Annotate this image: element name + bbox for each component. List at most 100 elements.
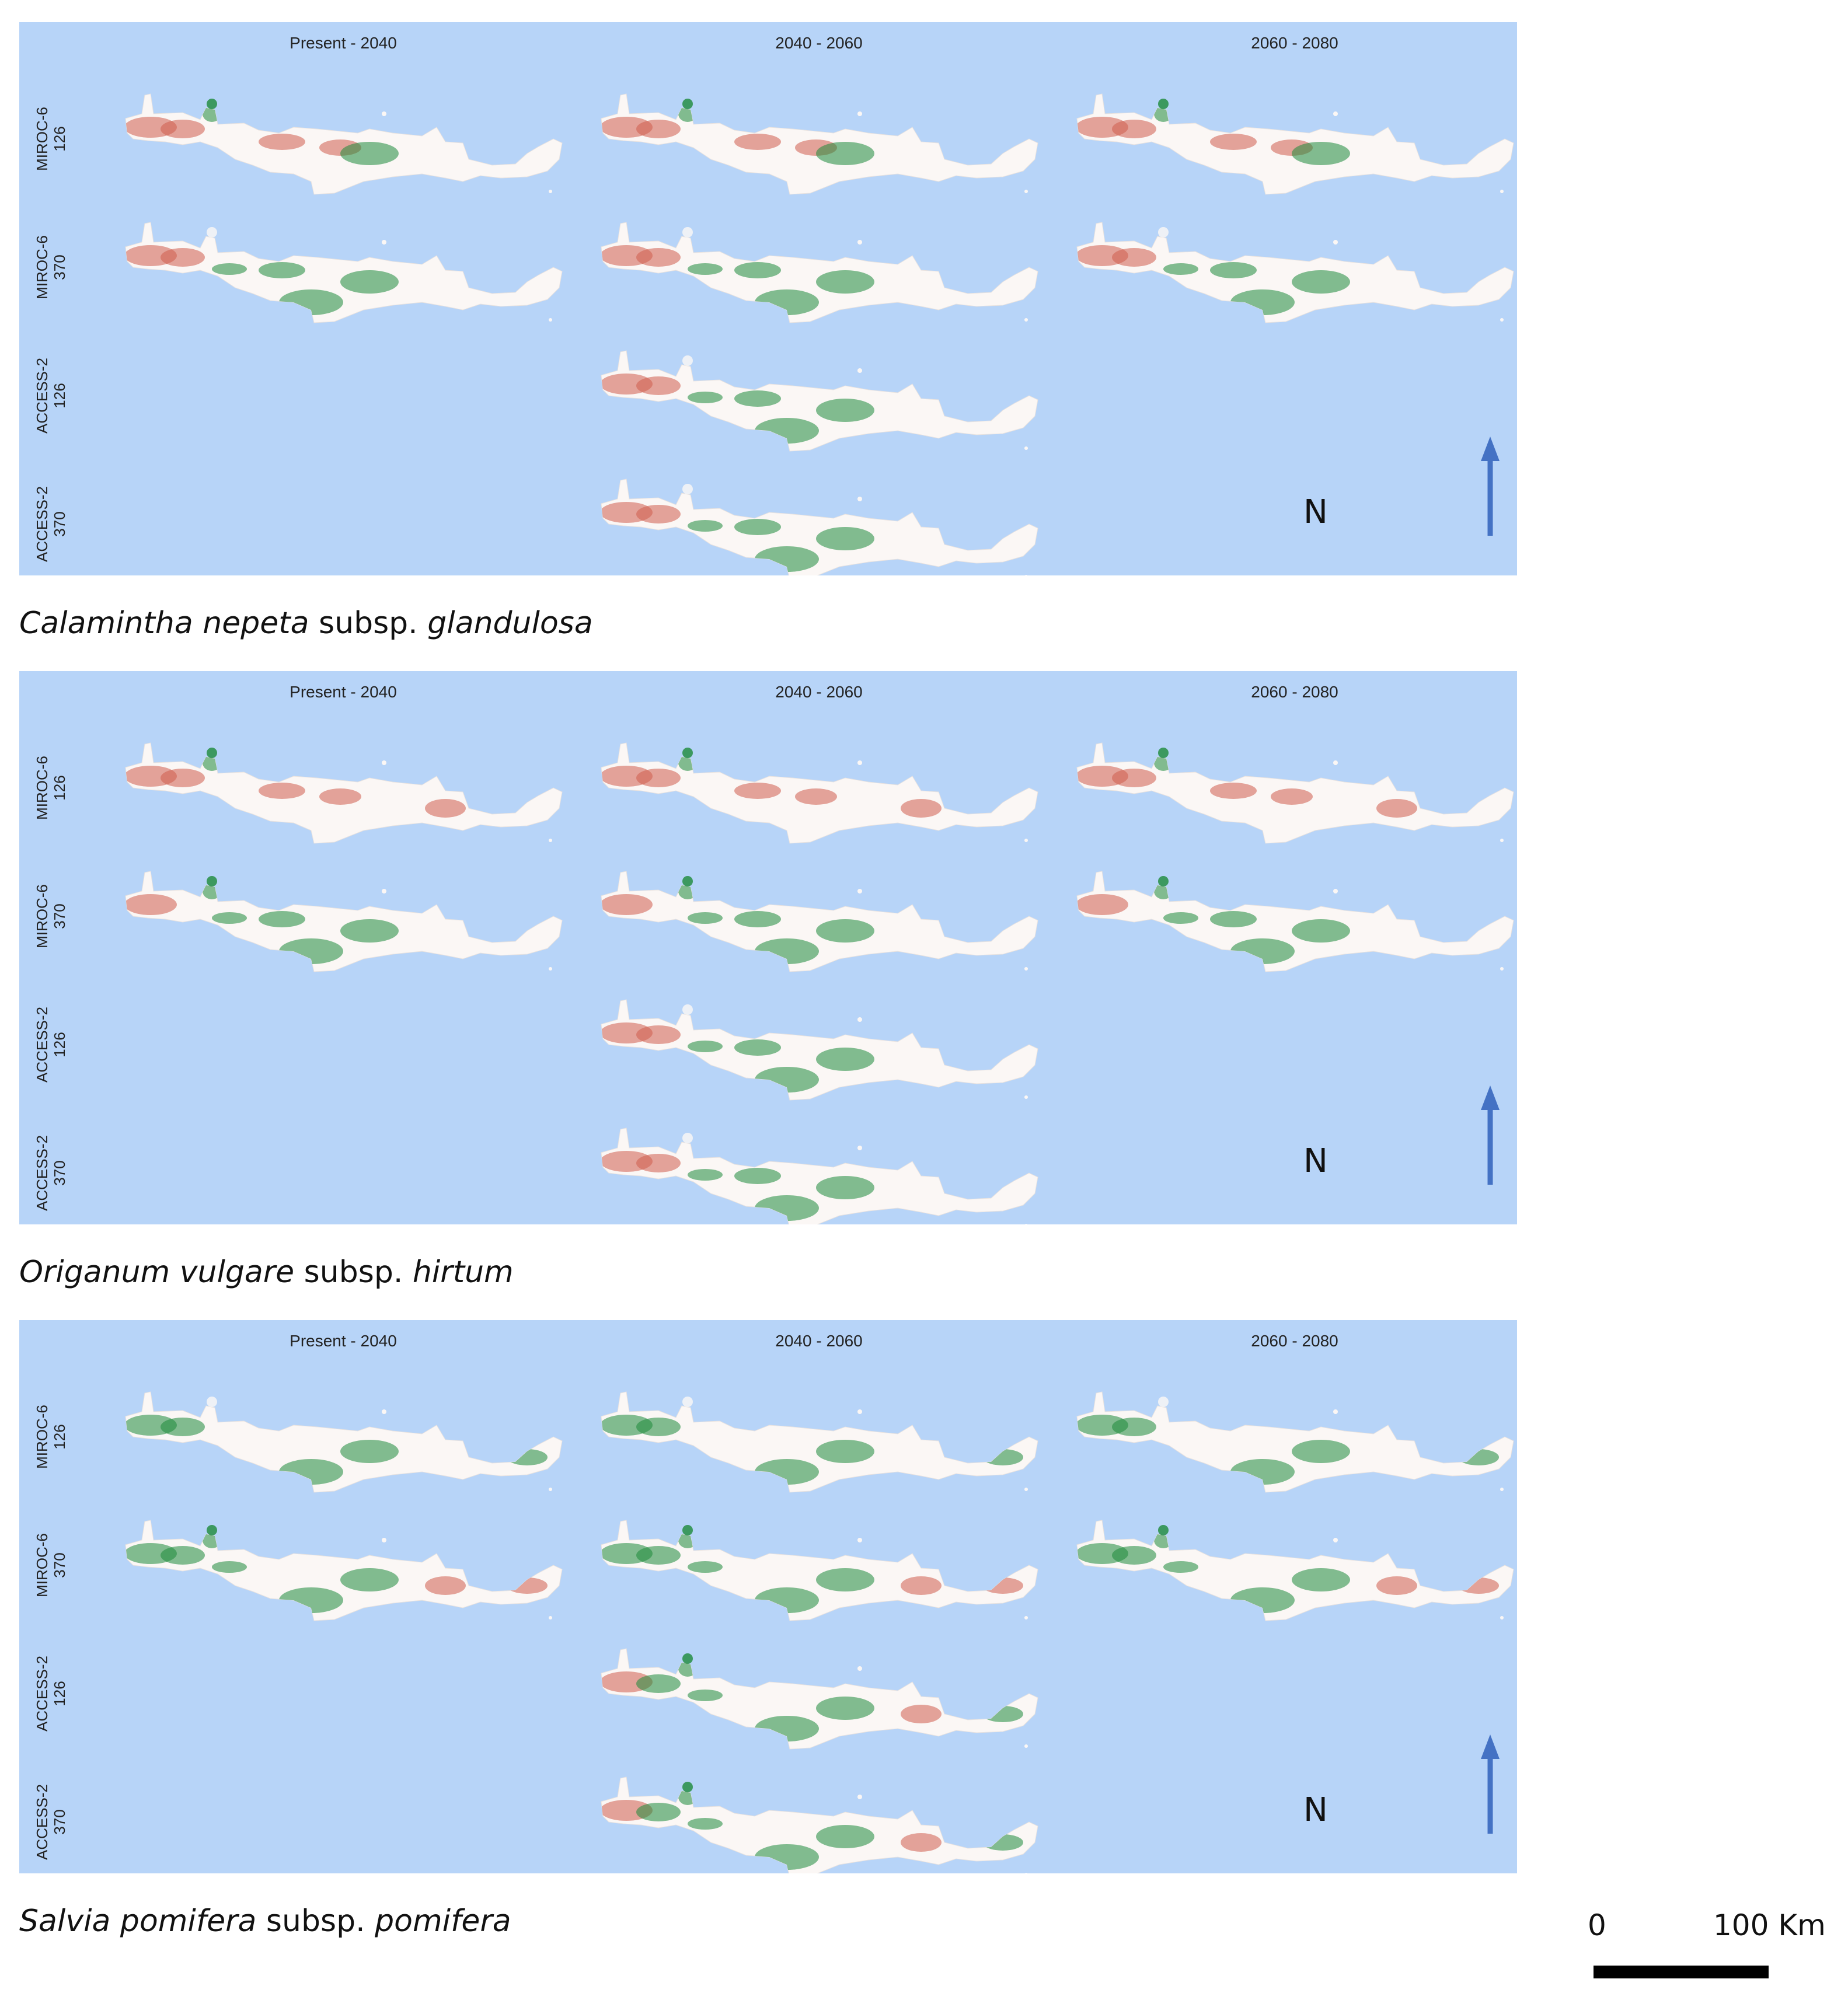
map-panel: Present - 2040 2040 - 2060 2060 - 2080 MIRO… [19,1320,1517,1873]
row-label: ACCESS-2 370 [33,1135,68,1211]
row-label: ACCESS-2 126 [33,1656,68,1732]
svg-text:370: 370 [51,1552,68,1577]
crete-island [601,871,1038,972]
svg-text:ACCESS-2: ACCESS-2 [33,1784,51,1860]
species-caption: Salvia pomifera subsp. pomifera [19,1904,511,1939]
row-label: MIROC-6 370 [33,1533,68,1597]
column-title: 2040 - 2060 [775,1332,862,1350]
map-grid-svg: Present - 2040 2040 - 2060 2060 - 2080 MIRO… [33,1332,1514,1873]
crete-map-cell [601,1776,1038,1873]
crete-map-cell [125,742,563,844]
crete-map-cell [1076,222,1514,323]
column-title: 2060 - 2080 [1251,34,1338,52]
row-label: MIROC-6 370 [33,884,68,948]
row-label: MIROC-6 126 [33,107,68,171]
scale-end-label: 100 Km [1713,1908,1826,1942]
svg-text:126: 126 [51,383,68,408]
subspecies-name: glandulosa [427,606,593,641]
crete-island [601,222,1038,323]
crete-island [601,1776,1038,1873]
crete-map-cell [601,1520,1038,1621]
svg-text:ACCESS-2: ACCESS-2 [33,486,51,562]
svg-text:370: 370 [51,254,68,280]
crete-island [601,350,1038,452]
crete-map-cell [125,871,563,972]
row-label: ACCESS-2 370 [33,1784,68,1860]
column-title: 2060 - 2080 [1251,683,1338,701]
svg-text:MIROC-6: MIROC-6 [33,235,51,299]
crete-island [125,871,563,972]
species-name: Origanum vulgare [19,1255,295,1290]
crete-island [601,1648,1038,1750]
svg-text:ACCESS-2: ACCESS-2 [33,358,51,434]
crete-island [1076,871,1514,972]
column-title: Present - 2040 [290,34,397,52]
scale-start-label: 0 [1588,1908,1606,1942]
svg-text:MIROC-6: MIROC-6 [33,1405,51,1469]
species-caption: Origanum vulgare subsp. hirtum [19,1255,514,1290]
svg-text:N: N [1303,1791,1328,1829]
row-label: MIROC-6 126 [33,1405,68,1469]
svg-text:126: 126 [51,1681,68,1706]
crete-island [601,999,1038,1101]
species-name: Calamintha nepeta [19,606,309,641]
crete-map-cell [601,742,1038,844]
svg-text:ACCESS-2: ACCESS-2 [33,1656,51,1732]
crete-island [601,1391,1038,1493]
svg-text:126: 126 [51,1424,68,1449]
svg-text:126: 126 [51,126,68,151]
crete-map-cell [125,1520,563,1621]
svg-text:MIROC-6: MIROC-6 [33,756,51,820]
crete-map-cell [601,1648,1038,1750]
column-title: Present - 2040 [290,683,397,701]
crete-island [125,222,563,323]
subspecies-name: hirtum [412,1255,514,1290]
crete-map-cell [601,1128,1038,1224]
subspecies-name: pomifera [375,1904,511,1939]
north-arrow-icon: N [1303,437,1500,536]
crete-map-cell [601,1391,1038,1493]
crete-map-cell [125,93,563,195]
subsp-word: subsp. [256,1904,375,1939]
svg-text:N: N [1303,493,1328,531]
svg-text:MIROC-6: MIROC-6 [33,884,51,948]
row-label: ACCESS-2 126 [33,358,68,434]
crete-map-cell [125,222,563,323]
species-name: Salvia pomifera [19,1904,257,1939]
row-label: ACCESS-2 370 [33,486,68,562]
svg-text:370: 370 [51,1809,68,1834]
crete-island [601,479,1038,575]
svg-text:MIROC-6: MIROC-6 [33,1533,51,1597]
row-label: ACCESS-2 126 [33,1007,68,1083]
crete-map-cell [601,871,1038,972]
svg-text:126: 126 [51,1032,68,1057]
north-arrow-icon: N [1303,1734,1500,1834]
crete-map-cell [1076,742,1514,844]
row-label: MIROC-6 126 [33,756,68,820]
svg-text:ACCESS-2: ACCESS-2 [33,1007,51,1083]
scale-bar-line [1594,1966,1769,1978]
subsp-word: subsp. [294,1255,413,1290]
column-title: 2040 - 2060 [775,683,862,701]
svg-text:N: N [1303,1142,1328,1180]
crete-map-cell [1076,93,1514,195]
svg-text:126: 126 [51,775,68,800]
crete-island [1076,222,1514,323]
crete-map-cell [1076,1520,1514,1621]
crete-map-cell [601,350,1038,452]
column-title: Present - 2040 [290,1332,397,1350]
species-caption: Calamintha nepeta subsp. glandulosa [19,606,593,641]
crete-island [1076,1391,1514,1493]
svg-text:ACCESS-2: ACCESS-2 [33,1135,51,1211]
scale-bar: 0 100 Km [1564,1897,1844,1990]
crete-island [601,1520,1038,1621]
subsp-word: subsp. [309,606,428,641]
map-panel: Present - 2040 2040 - 2060 2060 - 2080 MIRO… [19,22,1517,575]
crete-island [125,1520,563,1621]
row-label: MIROC-6 370 [33,235,68,299]
column-title: 2060 - 2080 [1251,1332,1338,1350]
svg-text:MIROC-6: MIROC-6 [33,107,51,171]
svg-text:370: 370 [51,903,68,929]
crete-map-cell [125,1391,563,1493]
crete-map-cell [1076,871,1514,972]
